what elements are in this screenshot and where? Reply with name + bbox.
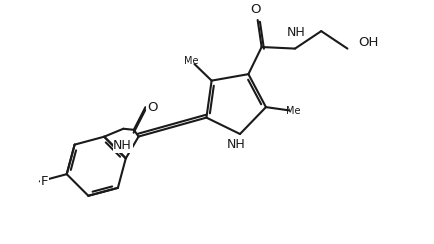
Text: NH: NH [286, 26, 305, 39]
Text: Me: Me [184, 56, 199, 66]
Text: O: O [250, 3, 260, 16]
Text: O: O [147, 101, 158, 114]
Text: NH: NH [113, 139, 132, 152]
Text: OH: OH [358, 36, 379, 49]
Text: Me: Me [286, 106, 301, 116]
Text: NH: NH [227, 138, 245, 151]
Text: F: F [41, 175, 48, 188]
